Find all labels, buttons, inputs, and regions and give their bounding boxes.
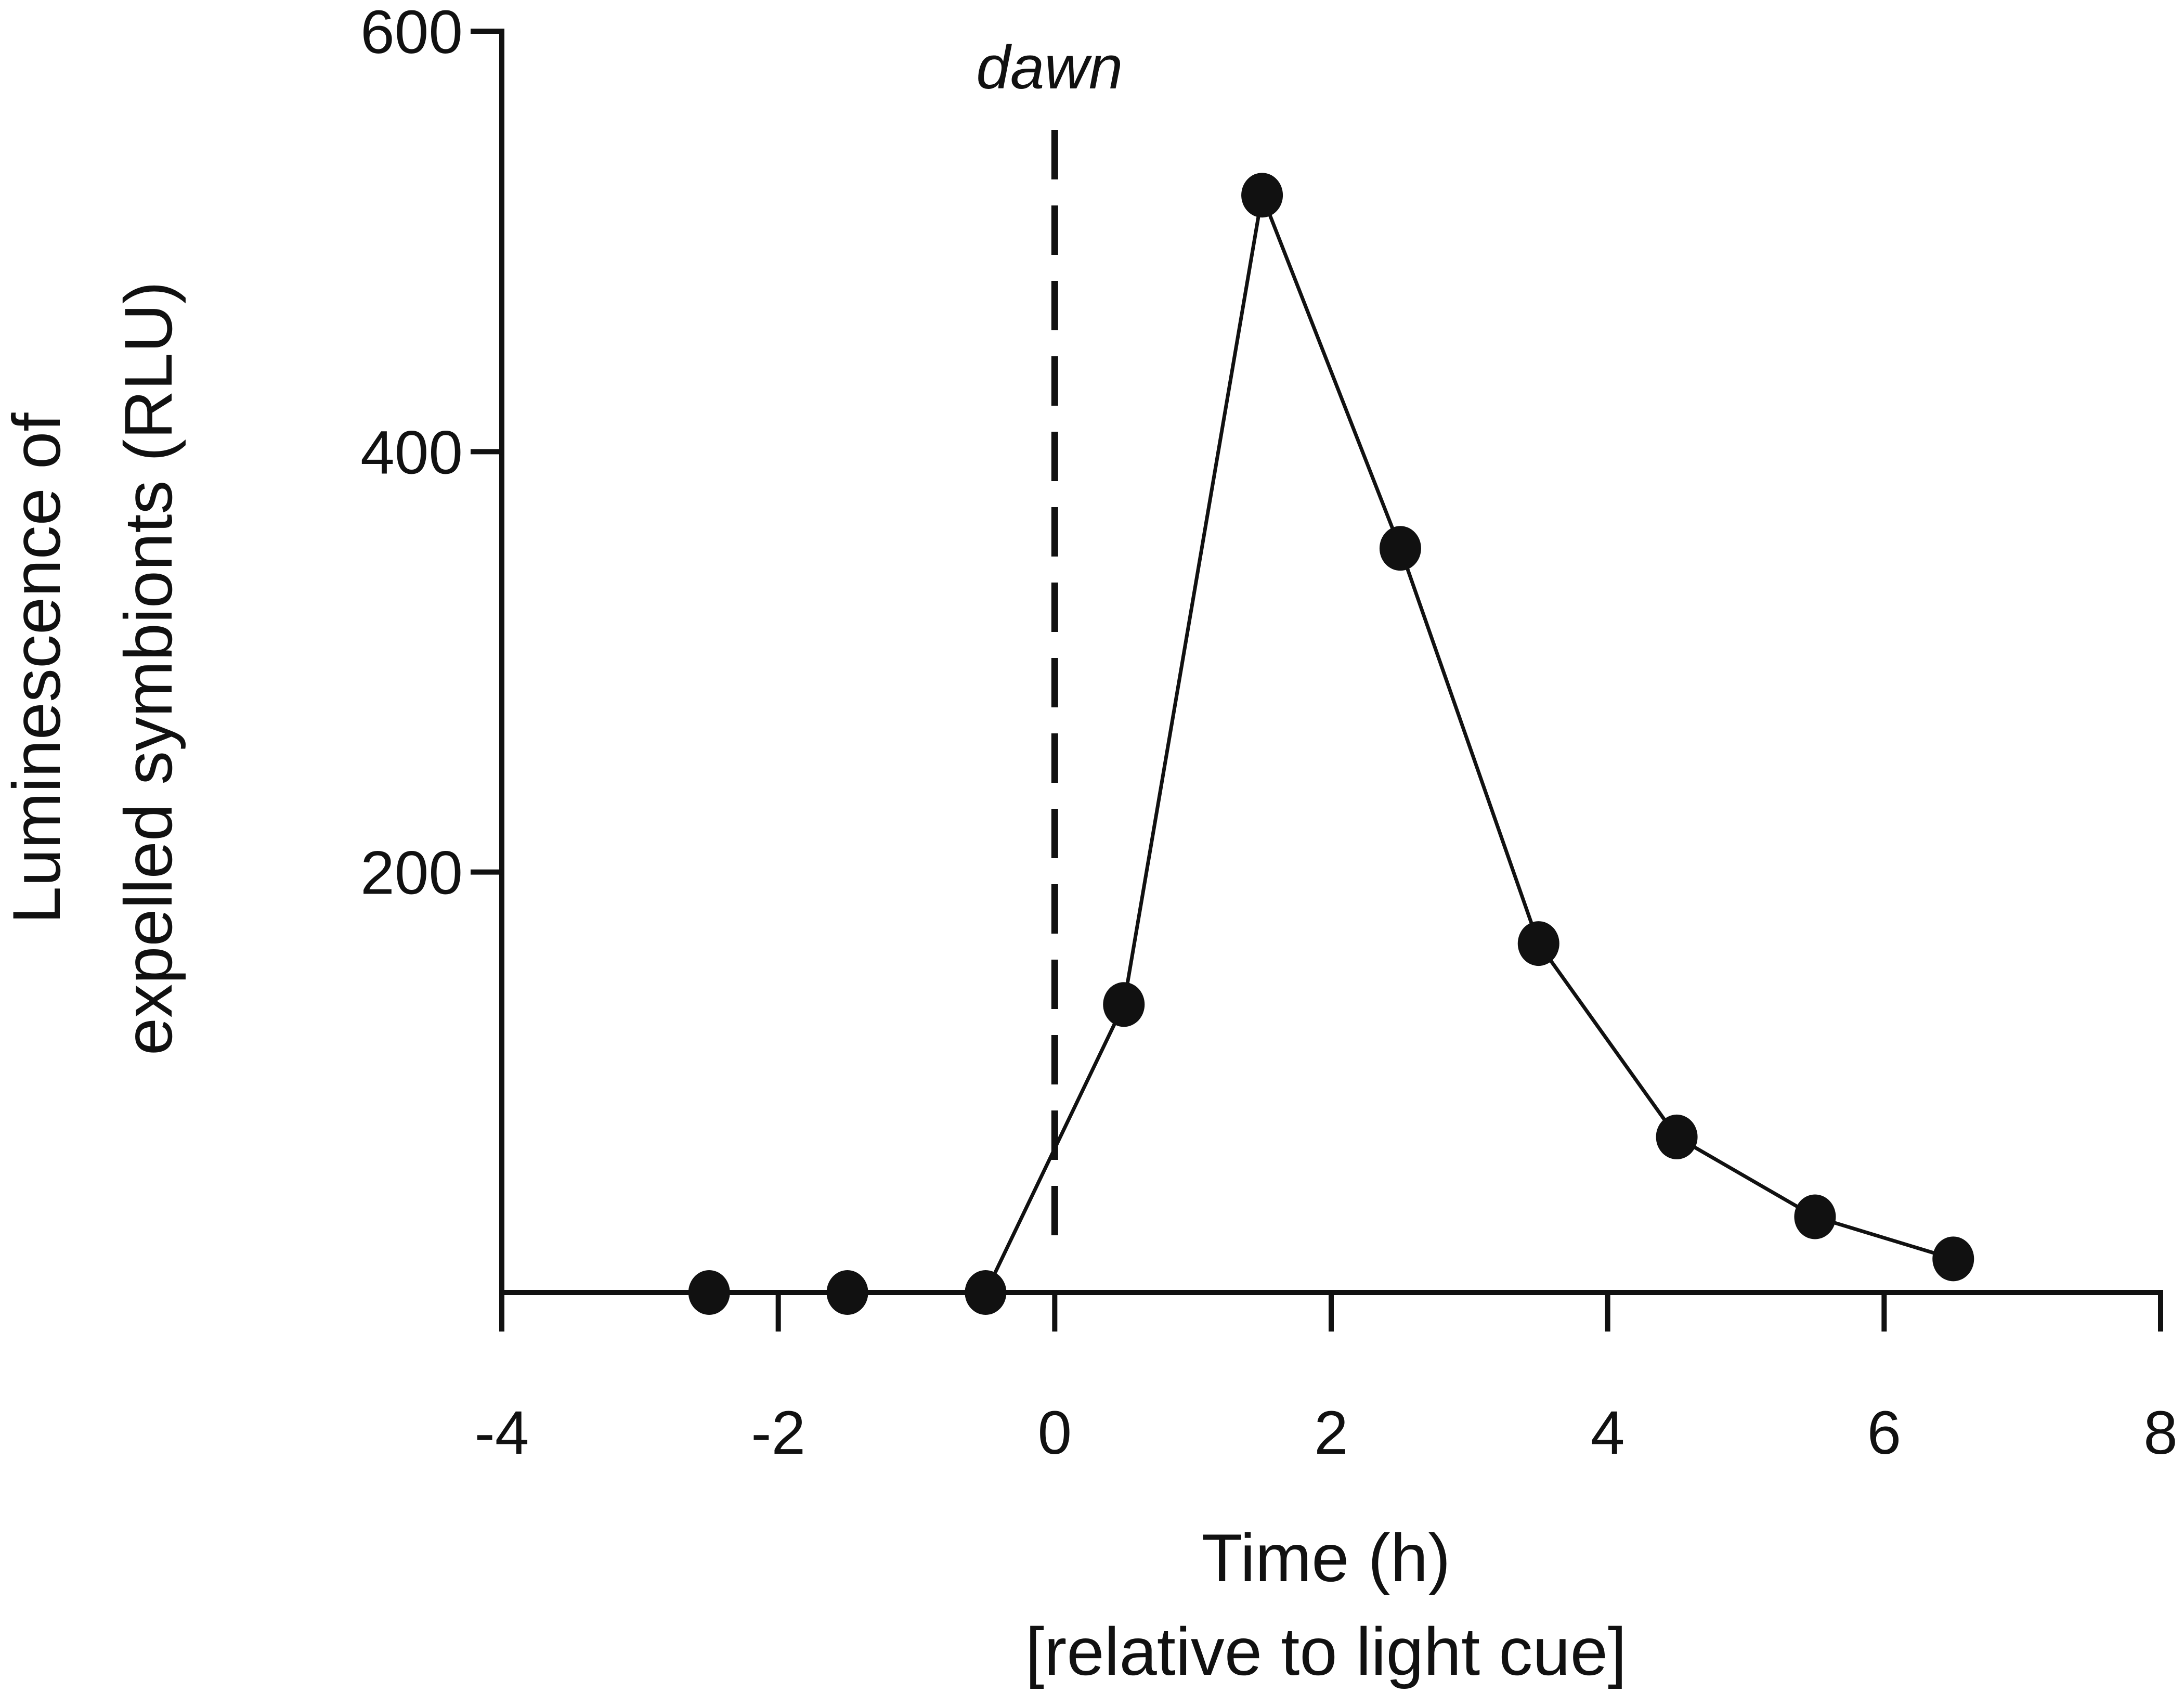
y-tick-label: 400	[360, 418, 463, 487]
data-series	[688, 173, 1974, 1315]
data-point	[965, 1270, 1007, 1315]
x-tick-label: 8	[2143, 1399, 2178, 1467]
y-axis-title-line-1: Luminescence of	[0, 412, 74, 924]
data-point	[826, 1270, 868, 1315]
x-axis-ticks: -4 -2 0 2 4 6 8	[475, 1293, 2178, 1467]
data-point	[1241, 173, 1283, 218]
y-tick-label: 200	[360, 839, 463, 908]
chart-axes	[499, 29, 2163, 1295]
series-line	[709, 188, 1954, 1295]
dawn-reference: dawn	[976, 33, 1123, 1248]
data-point	[1794, 1194, 1836, 1239]
data-point	[1379, 526, 1421, 571]
data-point	[1656, 1114, 1698, 1159]
y-tick-label: 600	[360, 0, 463, 67]
x-tick-label: -4	[475, 1399, 529, 1467]
x-axis-title: Time (h)	[1201, 1520, 1450, 1596]
y-axis-title-line-2: expelled symbionts (RLU)	[110, 281, 186, 1055]
x-tick-label: 2	[1314, 1399, 1348, 1467]
data-point	[688, 1270, 730, 1315]
data-point	[1932, 1236, 1974, 1282]
y-axis-ticks: 200 400 600	[360, 0, 502, 908]
data-point	[1103, 982, 1145, 1027]
x-tick-label: 0	[1038, 1399, 1072, 1467]
data-point	[1517, 921, 1559, 966]
x-tick-label: 4	[1591, 1399, 1625, 1467]
x-tick-label: -2	[751, 1399, 805, 1467]
x-axis-subtitle: [relative to light cue]	[1025, 1613, 1627, 1689]
x-tick-label: 6	[1867, 1399, 1902, 1467]
dawn-label: dawn	[976, 33, 1123, 102]
